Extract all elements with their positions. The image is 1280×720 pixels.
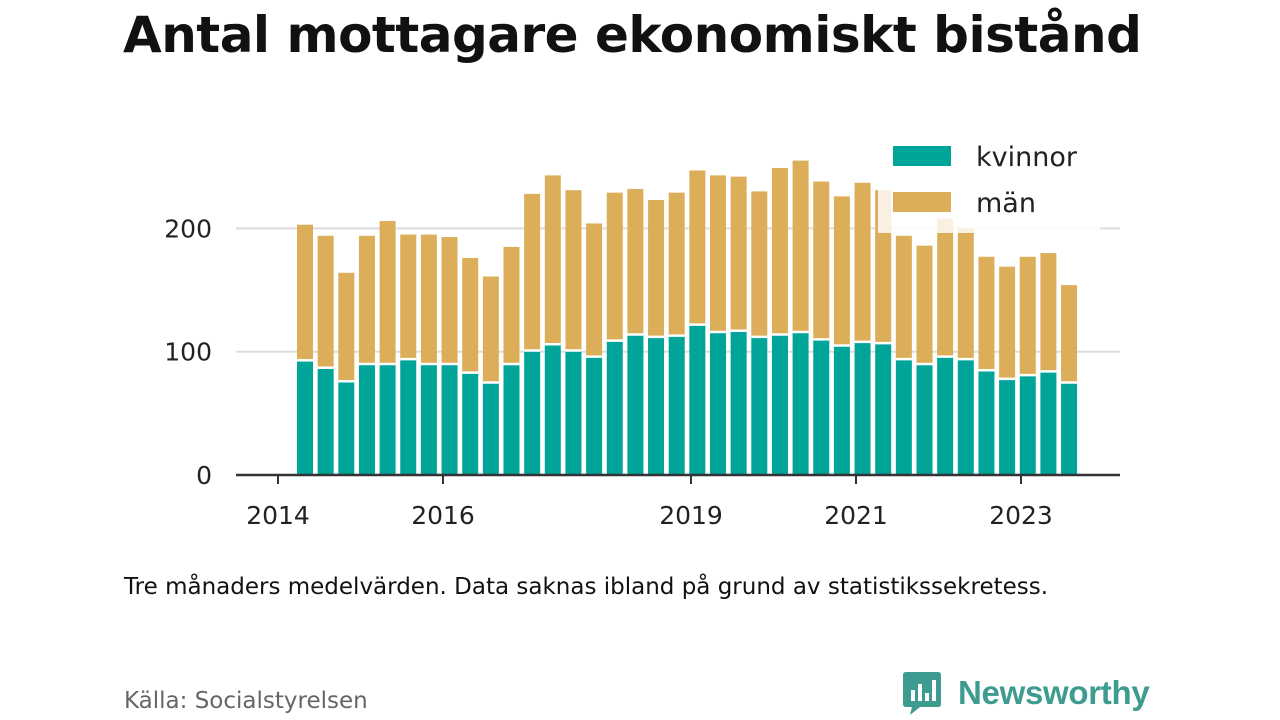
- bar-kvinnor: [503, 364, 520, 475]
- bar-man: [689, 170, 706, 325]
- bar-man: [462, 257, 479, 373]
- bar-kvinnor: [317, 367, 334, 475]
- bar-man: [420, 234, 437, 365]
- bar-man: [937, 218, 954, 357]
- bars: [297, 160, 1078, 475]
- bar-kvinnor: [751, 336, 768, 475]
- bar-kvinnor: [875, 343, 892, 475]
- bar-kvinnor: [854, 341, 871, 475]
- bar-man: [358, 235, 375, 365]
- bar-kvinnor: [792, 331, 809, 475]
- bar-kvinnor: [833, 345, 850, 475]
- x-tick-label: 2019: [659, 501, 723, 530]
- legend-swatch: [893, 146, 951, 166]
- x-tick-label: 2016: [411, 501, 475, 530]
- bar-kvinnor: [895, 359, 912, 475]
- bar-man: [833, 196, 850, 346]
- bar-man: [999, 266, 1016, 379]
- bar-kvinnor: [1061, 382, 1078, 475]
- bar-kvinnor: [648, 336, 665, 475]
- bar-man: [565, 190, 582, 351]
- bar-kvinnor: [730, 330, 747, 475]
- bar-man: [957, 228, 974, 360]
- bar-man: [586, 223, 603, 357]
- bar-man: [338, 272, 355, 382]
- bar-man: [916, 245, 933, 365]
- bar-kvinnor: [689, 324, 706, 475]
- bar-man: [751, 191, 768, 337]
- bar-kvinnor: [1040, 371, 1057, 475]
- bar-kvinnor: [957, 359, 974, 475]
- y-tick-label: 100: [164, 338, 212, 367]
- bar-man: [648, 200, 665, 337]
- newsworthy-logo: Newsworthy: [902, 670, 1150, 716]
- bar-kvinnor: [379, 364, 396, 475]
- bar-kvinnor: [524, 350, 541, 475]
- bar-kvinnor: [710, 331, 726, 475]
- legend: kvinnor män: [878, 135, 1100, 233]
- chart-title: Antal mottagare ekonomiskt bistånd: [123, 6, 1142, 64]
- bar-man: [400, 234, 417, 360]
- bar-man: [792, 160, 809, 332]
- y-tick-label: 0: [196, 461, 212, 490]
- bar-man: [317, 235, 334, 368]
- bar-man: [297, 224, 313, 361]
- bar-kvinnor: [627, 334, 644, 475]
- bar-man: [854, 182, 871, 342]
- bar-kvinnor: [668, 335, 685, 475]
- bar-kvinnor: [400, 359, 417, 475]
- bar-kvinnor: [937, 356, 954, 475]
- bar-man: [544, 175, 561, 345]
- bar-kvinnor: [916, 364, 933, 475]
- bar-man: [441, 237, 458, 365]
- bar-man: [668, 192, 685, 336]
- bar-man: [379, 221, 396, 365]
- bar-man: [1061, 285, 1078, 383]
- x-tick-label: 2023: [989, 501, 1053, 530]
- bar-man: [978, 256, 995, 371]
- bar-man: [710, 175, 726, 332]
- legend-swatch: [893, 192, 951, 212]
- bar-kvinnor: [565, 350, 582, 475]
- x-tick-label: 2014: [246, 501, 310, 530]
- source-label: Källa: Socialstyrelsen: [124, 688, 368, 714]
- bar-man: [730, 176, 747, 331]
- bar-kvinnor: [771, 334, 788, 475]
- bar-kvinnor: [606, 340, 623, 475]
- bar-man: [606, 192, 623, 341]
- bar-man: [1019, 256, 1036, 376]
- x-tick-label: 2021: [824, 501, 888, 530]
- bar-man: [1040, 253, 1057, 372]
- bar-kvinnor: [441, 364, 458, 475]
- bar-man: [813, 181, 830, 340]
- bar-man: [482, 276, 499, 383]
- bar-kvinnor: [999, 378, 1016, 475]
- bar-kvinnor: [338, 381, 355, 475]
- bar-kvinnor: [420, 364, 437, 475]
- bar-man: [503, 246, 520, 365]
- bar-man: [524, 193, 541, 351]
- bar-man: [771, 167, 788, 335]
- bar-kvinnor: [462, 372, 479, 475]
- bar-kvinnor: [482, 382, 499, 475]
- chart-bubble-icon: [903, 672, 941, 715]
- bar-man: [627, 188, 644, 335]
- logo-text: Newsworthy: [958, 674, 1150, 711]
- bar-kvinnor: [586, 356, 603, 475]
- chart-note: Tre månaders medelvärden. Data saknas ib…: [124, 574, 1049, 600]
- bar-kvinnor: [978, 370, 995, 475]
- bar-man: [895, 235, 912, 360]
- bar-kvinnor: [297, 360, 313, 475]
- bar-kvinnor: [544, 344, 561, 475]
- legend-label: kvinnor: [976, 142, 1078, 173]
- bar-kvinnor: [813, 339, 830, 475]
- bar-kvinnor: [1019, 375, 1036, 475]
- legend-label: män: [976, 188, 1036, 219]
- axes: 0 100 200 2014 2016 2019 2021 2023: [164, 214, 1120, 530]
- bar-kvinnor: [358, 364, 375, 475]
- y-tick-label: 200: [164, 214, 212, 243]
